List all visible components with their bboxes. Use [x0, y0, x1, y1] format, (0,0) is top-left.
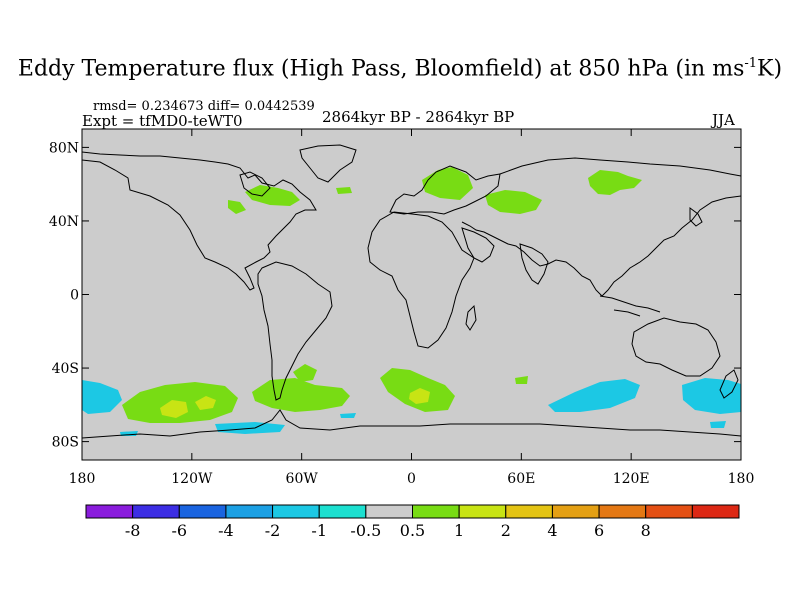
x-tick-label: 120W [171, 471, 213, 487]
y-tick-label: 40N [49, 214, 79, 230]
patch-scandinavia-positive [422, 167, 473, 200]
colorbar-swatch [505, 504, 553, 519]
colorbar-swatch [365, 504, 414, 519]
patch-western-siberia-positive [485, 190, 542, 214]
patch-small-negative-c [710, 421, 726, 428]
colorbar-swatch [645, 504, 693, 519]
coastline-indonesia [599, 295, 661, 317]
y-axis-ticks: 80N 40N 0 40S 80S [49, 140, 741, 451]
coastline-hudson-bay [239, 171, 271, 197]
experiment-label: Expt = tfMD0-teWT0 [82, 112, 243, 130]
y-tick-label: 80N [49, 140, 79, 156]
chart-title: Eddy Temperature flux (High Pass, Bloomf… [0, 56, 800, 81]
colorbar-swatch [412, 504, 460, 519]
coastline-new-zealand [719, 369, 739, 399]
y-tick-label: 40S [52, 361, 79, 377]
season-label: JJA [712, 111, 735, 129]
coastline-arabia [461, 227, 495, 263]
colorbar-swatch [85, 504, 134, 519]
anomaly-patches [82, 167, 741, 436]
map-area [81, 128, 742, 461]
patch-canada-positive [245, 185, 300, 206]
title-tail: K) [757, 56, 783, 82]
colorbar-label: 2 [501, 521, 511, 540]
colorbar-label: 0.5 [400, 521, 425, 540]
colorbar-label: 4 [547, 521, 557, 540]
colorbar-swatch [458, 504, 507, 519]
colorbar-label: -6 [171, 521, 187, 540]
patch-south-indian-negative [548, 379, 640, 412]
colorbar-swatch [318, 504, 367, 519]
colorbar-swatch [178, 504, 227, 519]
colorbar-label: 1 [454, 521, 464, 540]
colorbar-label: -1 [311, 521, 327, 540]
x-tick-label: 120E [613, 471, 650, 487]
coastline-north-america [81, 151, 317, 291]
x-tick-label: 60W [286, 471, 319, 487]
patch-indian-small-positive [515, 376, 528, 384]
x-tick-label: 60E [507, 471, 535, 487]
colorbar-swatch [225, 504, 274, 519]
colorbar-label: -8 [125, 521, 141, 540]
coastline-antarctica [81, 409, 742, 439]
x-tick-label: 0 [407, 471, 416, 487]
title-superscript: -1 [744, 56, 758, 71]
colorbar-swatch [551, 504, 600, 519]
x-tick-label: 180 [728, 471, 755, 487]
coastline-japan [689, 207, 703, 227]
patch-southern-ocean-core-2 [195, 396, 216, 410]
coastline-madagascar [465, 304, 477, 331]
colorbar-label: 6 [594, 521, 604, 540]
coastline-europe [389, 165, 501, 215]
coastline-australia [631, 317, 721, 377]
x-axis-ticks: 180 120W 60W 0 60E 120E 180 [69, 129, 755, 487]
patch-argentina-positive [293, 364, 317, 382]
colorbar-swatch [598, 504, 647, 519]
coastline-africa [367, 211, 475, 349]
y-tick-label: 0 [70, 288, 79, 304]
coastline-india [519, 243, 549, 285]
colorbar: -8 -6 -4 -2 -1 -0.5 0.5 1 2 4 6 8 [85, 504, 740, 540]
patch-great-lakes-positive [228, 200, 246, 214]
coastline-south-america [257, 261, 333, 401]
colorbar-swatch [691, 504, 740, 519]
colorbar-label: -2 [265, 521, 281, 540]
colorbar-label: 8 [641, 521, 651, 540]
period-label: 2864kyr BP - 2864kyr BP [322, 108, 515, 126]
title-main: Eddy Temperature flux (High Pass, Bloomf… [17, 56, 745, 82]
patch-atlantic-small-positive [336, 187, 352, 194]
colorbar-swatch [272, 504, 320, 519]
patch-southwest-pacific-negative [682, 378, 741, 414]
x-tick-label: 180 [69, 471, 96, 487]
coastlines [81, 144, 742, 439]
stats-line: rmsd= 0.234673 diff= 0.0442539 [93, 99, 315, 114]
patch-eastern-siberia-positive [588, 170, 642, 195]
patch-southern-ocean-core [160, 400, 188, 418]
colorbar-label: -0.5 [350, 521, 381, 540]
patch-small-negative-a [340, 413, 356, 418]
y-tick-label: 80S [52, 435, 79, 451]
patch-south-atlantic-positive [252, 378, 350, 412]
coastline-greenland [299, 144, 357, 183]
coastline-asia [461, 157, 742, 297]
patch-south-pacific-negative [82, 380, 122, 414]
patch-south-africa-core [409, 388, 430, 404]
colorbar-swatch [132, 504, 180, 519]
colorbar-label: -4 [218, 521, 234, 540]
